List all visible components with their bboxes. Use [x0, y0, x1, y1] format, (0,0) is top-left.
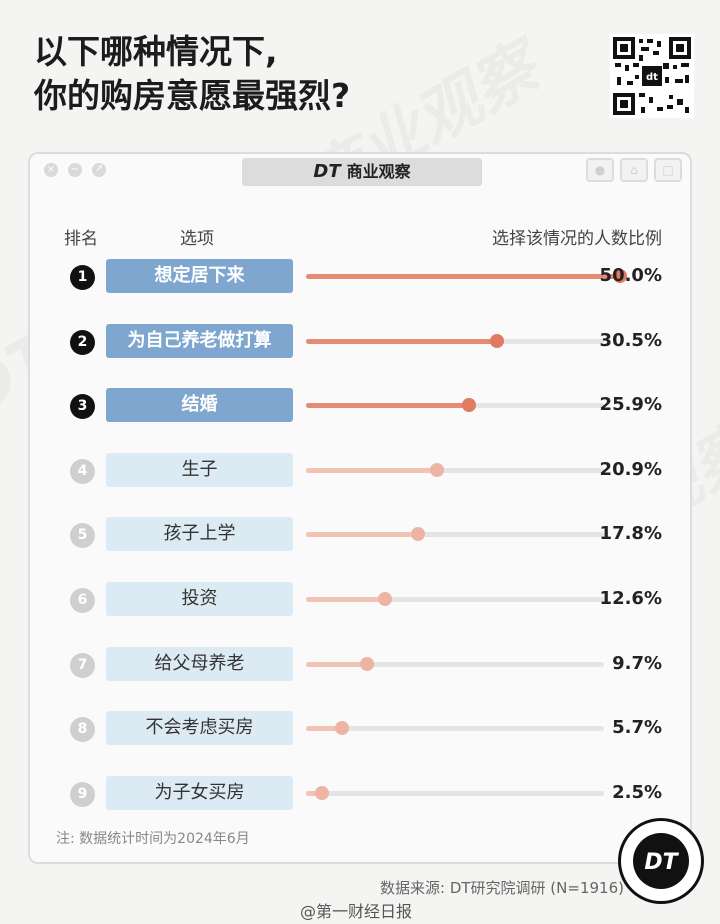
dt-logo: DT [618, 818, 704, 904]
window-title-bar: × − ↗ DT 商业观察 ● ⌂ □ [30, 154, 690, 190]
brand-mark: DT [313, 161, 341, 182]
qr-code-icon: dt [610, 34, 694, 118]
bar-row: 6 投资 12.6% [30, 580, 690, 620]
restore-icon: ↗ [92, 163, 106, 177]
qr-code-graphic: dt [613, 37, 691, 115]
bar-end-marker [378, 592, 393, 606]
value-label: 50.0% [599, 265, 662, 286]
bar-row: 3 结婚 25.9% [30, 386, 690, 426]
dt-logo-badge: DT [633, 833, 689, 889]
rank-badge: 7 [70, 652, 95, 678]
bar-row: 4 生子 20.9% [30, 451, 690, 491]
category-label: 为自己养老做打算 [106, 323, 293, 358]
bar-track [306, 656, 604, 671]
category-label: 生子 [106, 452, 293, 487]
bar [306, 726, 342, 732]
page-title: 以下哪种情况下, 你的购房意愿最强烈? [34, 30, 350, 118]
data-source: 数据来源: DT研究院调研 (N=1916) [380, 879, 624, 897]
bar-row: 1 想定居下来 50.0% [30, 257, 690, 297]
minimize-icon: − [68, 163, 82, 177]
category-label: 结婚 [106, 388, 293, 423]
value-label: 17.8% [599, 523, 662, 545]
bar-row: 2 为自己养老做打算 30.5% [30, 322, 690, 362]
bar-row: 7 给父母养老 9.7% [30, 645, 690, 685]
bar [306, 338, 498, 344]
window-title: DT 商业观察 [242, 158, 482, 186]
bar-track [306, 333, 604, 348]
bar-end-marker [410, 527, 425, 542]
category-label: 想定居下来 [106, 259, 293, 293]
bar-track [306, 785, 604, 800]
bar-track [306, 592, 604, 606]
header-ratio: 选择该情况的人数比例 [492, 229, 662, 249]
rank-badge: 1 [70, 265, 95, 290]
bar [306, 661, 367, 667]
value-label: 5.7% [612, 717, 662, 739]
dt-logo-text: DT [644, 850, 679, 875]
bar-track [306, 269, 627, 283]
svg-text:dt: dt [646, 72, 658, 83]
header-option: 选项 [180, 229, 214, 249]
bar-end-marker [612, 269, 627, 283]
category-label: 为子女买房 [106, 775, 293, 810]
bar-track [306, 462, 604, 477]
bar-end-marker [314, 785, 329, 800]
chat-icon: ● [586, 158, 614, 182]
value-label: 20.9% [599, 458, 662, 480]
bar-row: 5 孩子上学 17.8% [30, 515, 690, 555]
footnote: 注: 数据统计时间为2024年6月 [56, 831, 250, 847]
rank-badge: 3 [70, 394, 95, 420]
bar-track [306, 398, 604, 413]
brand-name: 商业观察 [346, 162, 411, 181]
bar [306, 467, 438, 473]
close-icon: × [44, 163, 58, 177]
title-line-1: 以下哪种情况下, [34, 32, 278, 71]
category-label: 给父母养老 [106, 646, 293, 681]
bar-end-marker [490, 333, 505, 348]
chart-window: × − ↗ DT 商业观察 ● ⌂ □ 排名 选项 选择该情况的人数比例 1 想定居… [28, 152, 692, 864]
category-label: 孩子上学 [106, 517, 293, 552]
bar-end-marker [430, 462, 445, 477]
bar [306, 790, 322, 796]
bar-track [306, 527, 604, 542]
rank-badge: 8 [70, 717, 95, 743]
bar-end-marker [461, 398, 476, 413]
header-rank: 排名 [64, 229, 98, 249]
bar [306, 532, 418, 538]
weibo-handle: @第一财经日报 [300, 902, 413, 921]
bar [306, 597, 386, 602]
rank-badge: 4 [70, 458, 95, 484]
bar-end-marker [334, 721, 349, 736]
rank-badge: 2 [70, 329, 95, 355]
title-line-2: 你的购房意愿最强烈? [34, 76, 351, 115]
rank-badge: 5 [70, 523, 95, 549]
bar-row: 8 不会考虑买房 5.7% [30, 709, 690, 749]
bar-row: 9 为子女买房 2.5% [30, 774, 690, 814]
value-label: 12.6% [599, 588, 662, 609]
rank-badge: 6 [70, 588, 95, 613]
category-label: 投资 [106, 582, 293, 616]
value-label: 25.9% [599, 394, 662, 416]
home-icon: ⌂ [620, 158, 648, 182]
value-label: 2.5% [612, 781, 662, 803]
value-label: 9.7% [612, 652, 662, 674]
value-label: 30.5% [599, 329, 662, 351]
dt-logo-graphic: DT [644, 850, 679, 875]
category-label: 不会考虑买房 [106, 711, 293, 746]
bar [306, 274, 620, 279]
rank-badge: 9 [70, 781, 95, 807]
bar-end-marker [359, 656, 374, 671]
bar [306, 403, 469, 409]
bar-track [306, 721, 604, 736]
expand-icon: □ [654, 158, 682, 182]
